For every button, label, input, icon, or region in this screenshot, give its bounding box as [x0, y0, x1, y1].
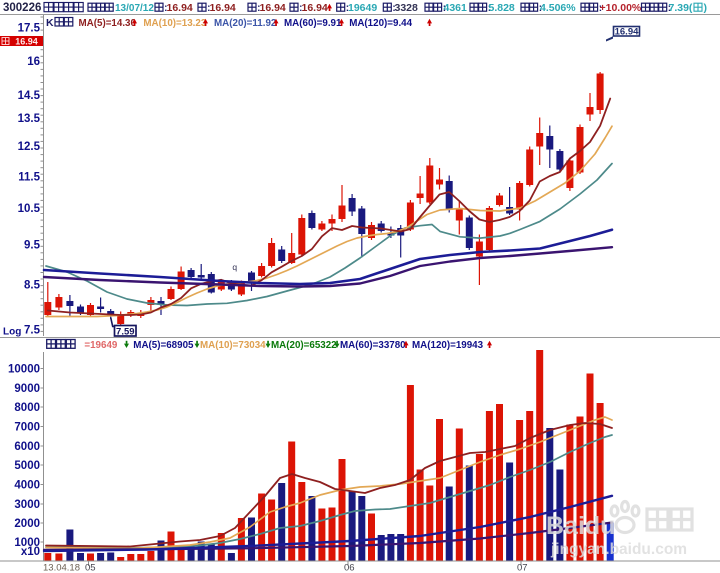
- svg-text:06: 06: [344, 563, 355, 573]
- svg-text:13.04.18: 13.04.18: [43, 563, 80, 573]
- svg-text:16.94: 16.94: [615, 27, 639, 38]
- svg-text:12.5: 12.5: [18, 141, 41, 153]
- svg-text:Baidu: Baidu: [546, 512, 615, 540]
- svg-text::: :: [668, 3, 671, 14]
- svg-text::: :: [392, 3, 395, 14]
- svg-text:MA(120)=19943: MA(120)=19943: [412, 340, 484, 351]
- svg-text:MA(120)=9.44: MA(120)=9.44: [349, 18, 412, 29]
- svg-text:16.94: 16.94: [260, 2, 286, 14]
- svg-text:jingyan.baidu.com: jingyan.baidu.com: [550, 541, 687, 558]
- svg-text:MA(10)=73034: MA(10)=73034: [200, 340, 266, 351]
- svg-text:10.5: 10.5: [18, 203, 41, 215]
- svg-text:K: K: [46, 17, 54, 29]
- svg-text::: :: [539, 3, 542, 14]
- svg-text:MA(5)=14.30: MA(5)=14.30: [79, 18, 137, 29]
- svg-text:x10: x10: [21, 546, 40, 558]
- svg-text:MA(10)=13.23: MA(10)=13.23: [143, 18, 206, 29]
- svg-text:5.828: 5.828: [489, 2, 515, 14]
- svg-text::: :: [257, 3, 260, 14]
- svg-text:13.5: 13.5: [18, 113, 41, 125]
- svg-text:11.5: 11.5: [18, 172, 40, 184]
- svg-text:4000: 4000: [14, 480, 40, 492]
- svg-text:1000: 1000: [14, 537, 40, 549]
- svg-text::: :: [488, 3, 491, 14]
- svg-text:): ): [704, 2, 708, 14]
- svg-text:13/07/12: 13/07/12: [115, 3, 154, 14]
- svg-text:16.94: 16.94: [167, 2, 193, 14]
- svg-text:MA(60)=33780: MA(60)=33780: [340, 340, 406, 351]
- svg-text:14.5: 14.5: [18, 90, 41, 102]
- svg-text:q: q: [232, 262, 237, 272]
- svg-text::: :: [207, 3, 210, 14]
- svg-text:MA(20)=65322: MA(20)=65322: [271, 340, 337, 351]
- svg-text:3000: 3000: [14, 499, 40, 511]
- svg-text:05: 05: [85, 563, 96, 573]
- svg-text:9.5: 9.5: [24, 240, 41, 252]
- svg-text:4361: 4361: [444, 2, 468, 14]
- svg-text:16.94: 16.94: [15, 36, 38, 46]
- svg-text:=19649: =19649: [84, 340, 118, 351]
- svg-text:7.5: 7.5: [24, 325, 41, 337]
- svg-text:8.5: 8.5: [24, 280, 41, 292]
- svg-text::: :: [164, 3, 167, 14]
- svg-text:6000: 6000: [14, 441, 40, 453]
- svg-text:17.5: 17.5: [18, 23, 41, 35]
- svg-text:16.94: 16.94: [302, 2, 328, 14]
- svg-text:16: 16: [27, 56, 40, 68]
- svg-text:MA(60)=9.91: MA(60)=9.91: [284, 18, 342, 29]
- svg-text:9000: 9000: [14, 383, 40, 395]
- svg-text:Log: Log: [3, 327, 21, 338]
- svg-text:7.39(: 7.39(: [669, 2, 693, 14]
- svg-text:+10.00%: +10.00%: [600, 2, 642, 14]
- svg-text:10000: 10000: [8, 364, 40, 376]
- svg-text::: :: [599, 3, 602, 14]
- svg-text:4.506%: 4.506%: [540, 2, 576, 14]
- svg-text:19649: 19649: [348, 2, 377, 14]
- svg-text::: :: [299, 3, 302, 14]
- svg-text:300226: 300226: [3, 2, 41, 14]
- svg-text:3328: 3328: [395, 2, 419, 14]
- svg-text:2000: 2000: [14, 518, 40, 530]
- svg-text:7.59: 7.59: [116, 326, 135, 337]
- svg-text:MA(20)=11.92: MA(20)=11.92: [214, 18, 277, 29]
- svg-text:5000: 5000: [14, 460, 40, 472]
- svg-text:16.94: 16.94: [210, 2, 236, 14]
- svg-text::: :: [346, 3, 349, 14]
- svg-text:MA(5)=68905: MA(5)=68905: [133, 340, 194, 351]
- svg-text:7000: 7000: [14, 422, 40, 434]
- svg-text:07: 07: [517, 563, 528, 573]
- svg-text::: :: [443, 3, 446, 14]
- svg-text:8000: 8000: [14, 402, 40, 414]
